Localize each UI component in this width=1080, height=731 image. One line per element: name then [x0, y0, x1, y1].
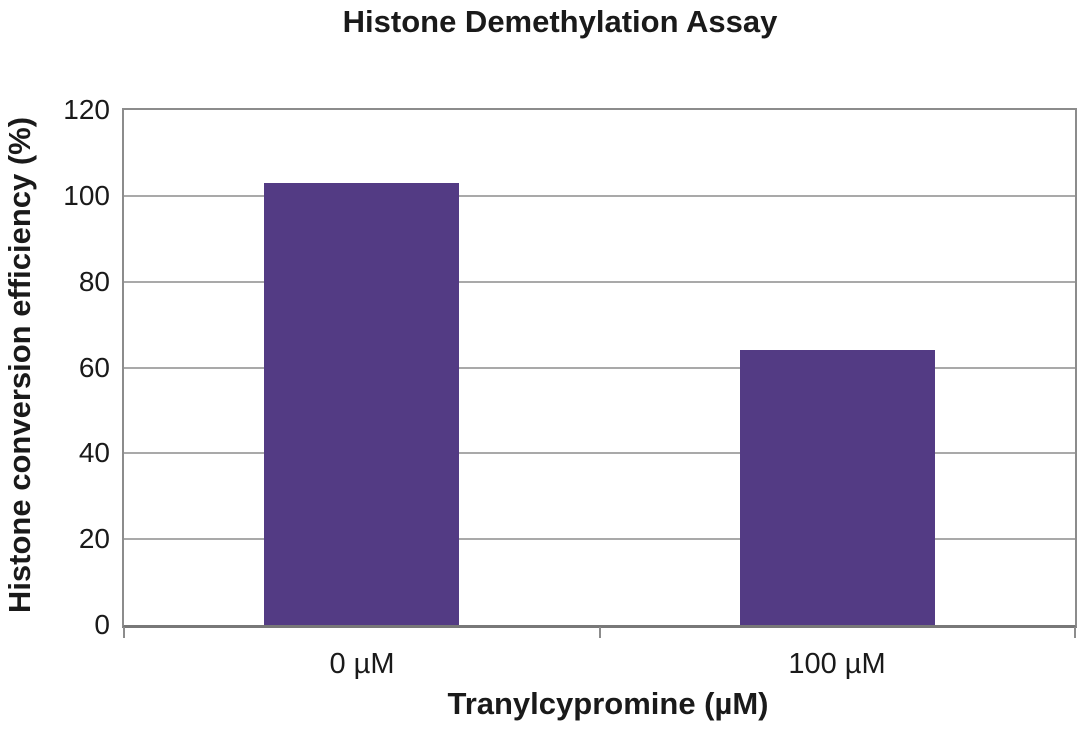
- y-tick-label: 100: [63, 180, 110, 211]
- gridline: [124, 452, 1075, 455]
- x-axis-tick: [599, 627, 601, 638]
- y-tick-label: 120: [63, 94, 110, 125]
- x-axis-title: Tranylcypromine (µM): [447, 686, 769, 721]
- x-axis-tick: [123, 627, 125, 638]
- y-tick-label: 80: [78, 266, 110, 297]
- gridline: [124, 280, 1075, 283]
- x-category-label: 100 µM: [788, 648, 886, 680]
- chart-title: Histone Demethylation Assay: [342, 4, 778, 39]
- gridline: [124, 538, 1075, 541]
- bar-0 µM: [264, 183, 459, 625]
- bar-100 µM: [740, 350, 935, 625]
- x-axis-tick: [1074, 627, 1076, 638]
- gridline: [124, 194, 1075, 197]
- gridline: [124, 366, 1075, 369]
- x-category-label: 0 µM: [329, 648, 395, 680]
- y-tick-label: 60: [78, 352, 110, 383]
- plot-area: [122, 108, 1077, 628]
- y-tick-label: 20: [78, 523, 110, 554]
- y-tick-label: 40: [78, 437, 110, 468]
- y-tick-label: 0: [94, 609, 110, 640]
